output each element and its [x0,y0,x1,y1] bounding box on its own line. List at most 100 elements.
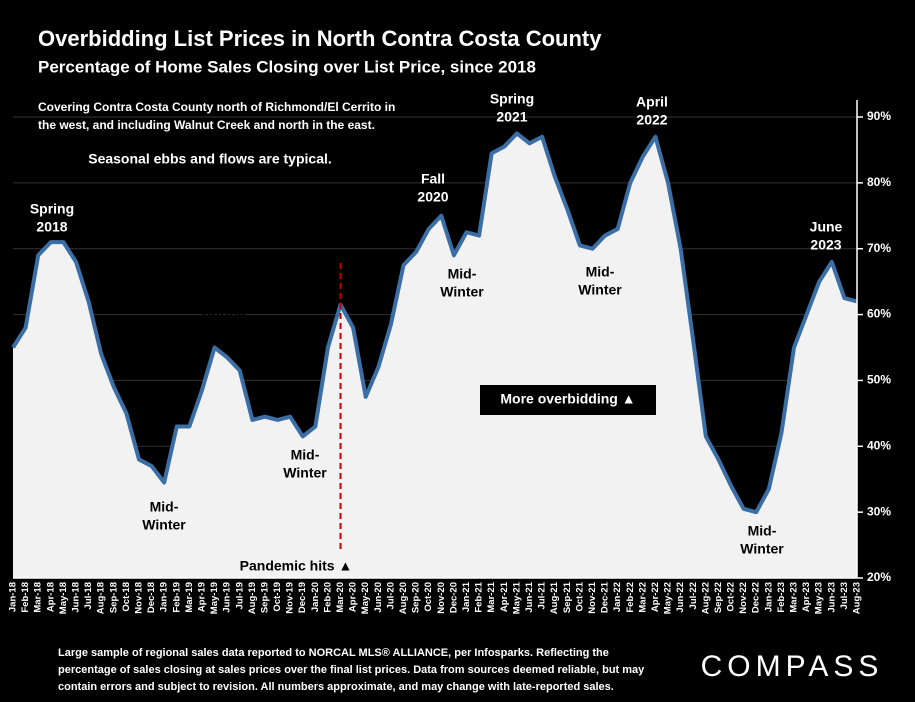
x-tick-label: Sep-19 [259,582,270,613]
callout-box [480,385,656,415]
logo: COMPASS [701,650,884,683]
x-tick-label: Apr-18 [45,582,56,612]
x-tick-label: Mar-21 [486,581,497,612]
x-tick-label: Feb-21 [474,581,485,612]
x-tick-label: Dec-22 [751,582,762,613]
x-tick-label: Jul-22 [688,582,699,609]
x-tick-label: Oct-20 [423,582,434,612]
x-tick-label: Jan-21 [461,581,472,612]
x-tick-label: Mar-18 [33,582,44,613]
annotation: Winter [740,541,784,557]
x-tick-label: Nov-18 [133,582,144,614]
y-tick-label: 30% [867,504,891,518]
x-tick-label: Jan-23 [763,582,774,612]
x-tick-label: Oct-18 [121,582,132,612]
x-tick-label: Jan-19 [159,582,170,612]
annotation: April [636,94,668,110]
x-tick-label: Apr-21 [499,581,510,612]
y-tick-label: 90% [867,109,891,123]
note: the west, and including Walnut Creek and… [38,118,375,132]
x-tick-label: Oct-21 [574,581,585,611]
footnote: contain errors and subject to revision. … [58,681,614,693]
footnote: Large sample of regional sales data repo… [58,647,609,659]
annotation: 2020 [417,189,448,205]
x-tick-label: Jul-20 [385,582,396,609]
area-fill [13,133,857,578]
x-tick-label: Sep-22 [713,582,724,613]
x-tick-label: Aug-22 [700,582,711,614]
annotation: 2019 [208,322,239,338]
annotation: Mid- [291,447,320,463]
x-tick-label: Jan-22 [612,582,623,612]
footnote: percentage of sales closing at sales pri… [58,664,645,676]
x-tick-label: Dec-21 [600,581,611,613]
x-tick-label: Sep-21 [562,581,573,613]
x-tick-label: Dec-20 [448,582,459,613]
x-tick-label: Oct-19 [272,582,283,612]
y-tick-label: 80% [867,175,891,189]
x-tick-label: Feb-19 [171,582,182,613]
x-tick-label: Mar-20 [335,582,346,613]
y-tick-label: 70% [867,241,891,255]
annotation: Spring [490,91,534,107]
x-tick-label: Sep-20 [411,582,422,613]
annotation: Mid- [586,264,615,280]
y-tick-label: 50% [867,373,891,387]
note: Seasonal ebbs and flows are typical. [88,151,332,167]
annotation: 2018 [36,219,67,235]
x-tick-label: Aug-18 [96,582,107,614]
annotation: Spring [202,304,246,320]
callout: More overbidding ▲ [500,391,635,407]
annotation: Spring [30,201,74,217]
annotation: 2021 [496,109,527,125]
annotation: 2023 [810,237,841,253]
x-tick-label: Dec-18 [146,582,157,613]
annotation: June [810,219,843,235]
x-tick-label: Apr-23 [801,582,812,612]
y-tick-label: 20% [867,570,891,584]
x-tick-label: Jul-23 [839,582,850,609]
x-tick-label: May-20 [360,582,371,614]
x-tick-label: Oct-22 [726,582,737,612]
x-tick-label: Feb-22 [625,582,636,613]
x-tick-label: Apr-22 [650,582,661,612]
x-tick-label: Nov-22 [738,582,749,614]
x-tick-label: Apr-19 [196,582,207,612]
x-tick-label: Aug-21 [549,581,560,614]
x-tick-label: May-22 [663,582,674,614]
x-tick-label: Sep-18 [108,582,119,613]
x-tick-label: Feb-18 [20,582,31,613]
area-line [11,131,858,515]
x-tick-label: Aug-23 [852,582,863,614]
x-tick-label: Jun-21 [524,581,535,612]
x-tick-label: Jun-19 [222,582,233,613]
x-tick-label: Jul-19 [234,582,245,609]
annotation: Winter [142,517,186,533]
x-tick-label: Jun-20 [373,582,384,613]
x-tick-label: Aug-19 [247,582,258,614]
x-tick-label: Jul-18 [83,582,94,609]
annotation: Fall [421,171,445,187]
annotation: Winter [283,465,327,481]
annotation: Winter [440,284,484,300]
annotation: Mid- [150,499,179,515]
annotation: Mid- [748,523,777,539]
note: Covering Contra Costa County north of Ri… [38,100,395,114]
x-tick-label: Jan-20 [310,582,321,612]
y-tick-label: 60% [867,307,891,321]
y-tick-label: 40% [867,438,891,452]
x-tick-label: May-19 [209,582,220,614]
x-tick-label: Nov-19 [285,582,296,614]
chart-subtitle: Percentage of Home Sales Closing over Li… [38,57,536,76]
x-tick-label: Apr-20 [348,582,359,612]
x-tick-label: Jun-18 [71,582,82,613]
x-tick-label: Jun-22 [675,582,686,613]
x-tick-label: Jul-21 [537,581,548,609]
x-tick-label: Nov-21 [587,581,598,613]
x-tick-label: Feb-23 [776,582,787,613]
x-tick-label: Dec-19 [297,582,308,613]
x-tick-label: Nov-20 [436,582,447,614]
x-tick-label: Mar-23 [789,582,800,613]
x-tick-label: Mar-19 [184,582,195,613]
